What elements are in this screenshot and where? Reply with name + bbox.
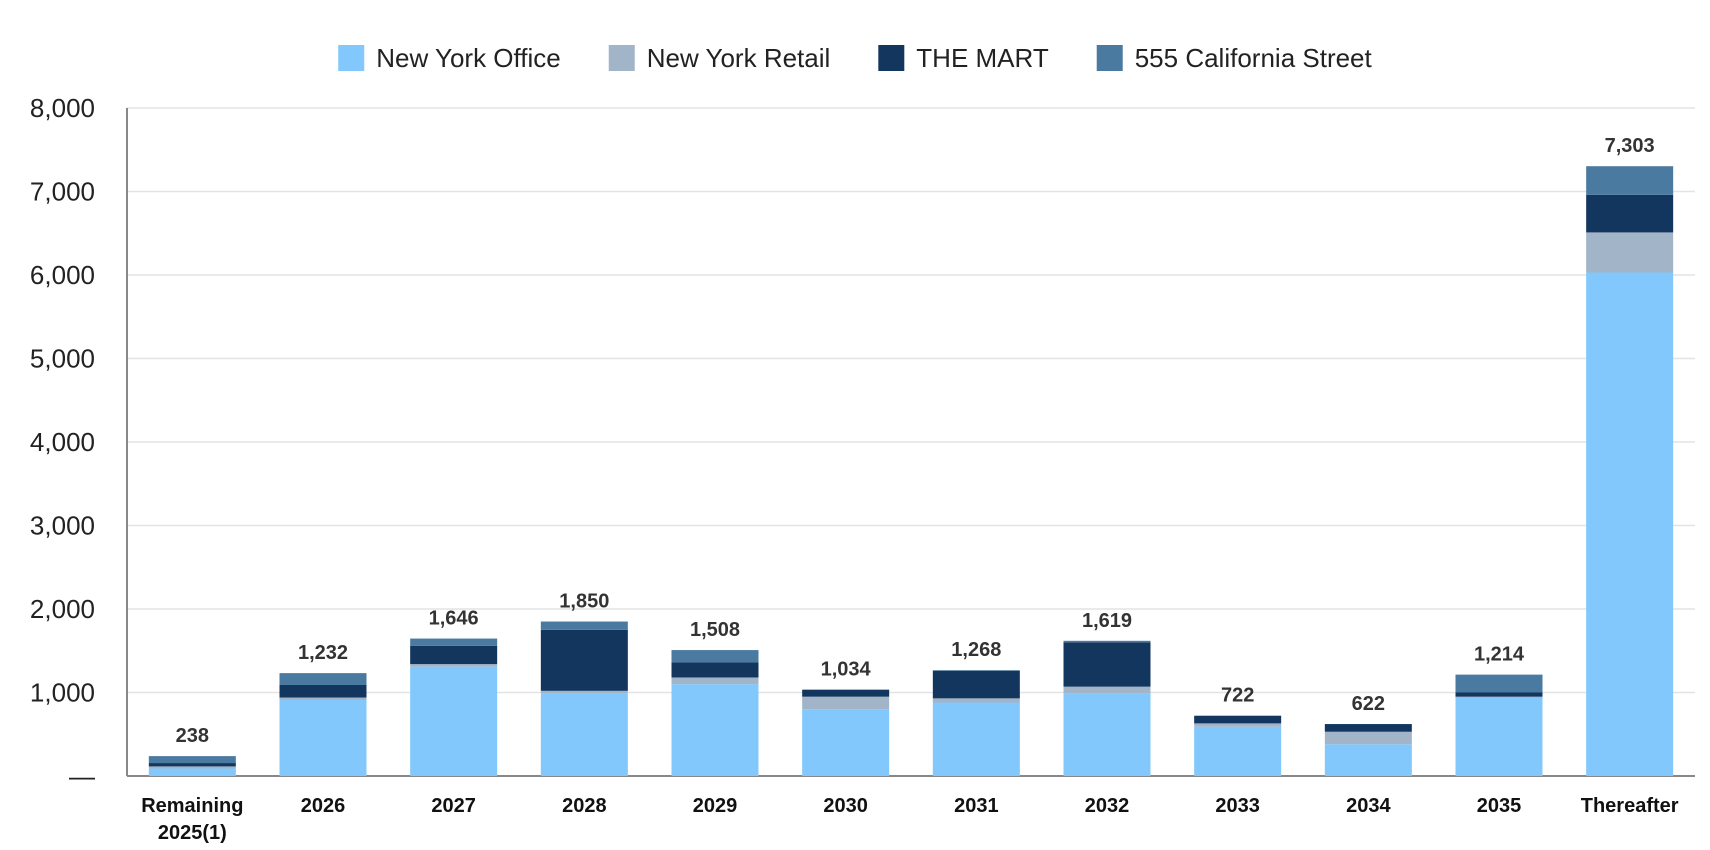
bar-segment: [279, 684, 367, 698]
x-tick-label: 2033: [1215, 795, 1260, 817]
bar-total-label: 1,646: [429, 608, 479, 630]
bar-total-label: 1,214: [1474, 644, 1525, 666]
bar-segment: [148, 766, 236, 769]
bar-segment: [1063, 640, 1151, 643]
x-tick-label: Remaining: [141, 795, 243, 817]
y-tick-label: 5,000: [30, 344, 95, 374]
bar-segment: [279, 700, 367, 776]
bar-segment: [671, 684, 759, 776]
bar-segment: [1586, 194, 1674, 233]
x-tick-label: 2029: [693, 795, 738, 817]
bar-segment: [1194, 723, 1282, 727]
y-tick-label: 3,000: [30, 511, 95, 541]
bar-segment: [932, 702, 1020, 776]
bar-segment: [932, 698, 1020, 703]
y-tick-label: 7,000: [30, 177, 95, 207]
bar-segment: [802, 696, 890, 710]
bar-segment: [1324, 744, 1412, 776]
x-tick-label: 2027: [431, 795, 476, 817]
y-tick-label: 2,000: [30, 594, 95, 624]
bar-segment: [279, 673, 367, 685]
y-tick-label: 6,000: [30, 260, 95, 290]
bar-segment: [1063, 686, 1151, 694]
bar-segment: [540, 693, 628, 776]
x-tick-label: 2028: [562, 795, 607, 817]
y-tick-label: —: [69, 761, 95, 791]
bar-segment: [932, 670, 1020, 699]
bar-segment: [410, 638, 498, 646]
x-tick-label: 2032: [1085, 795, 1130, 817]
x-tick-label: 2031: [954, 795, 999, 817]
axes: — 1,000 2,000 3,000 4,000 5,000 6,000 7,000 8,00…: [30, 93, 1695, 844]
y-tick-label: 8,000: [30, 93, 95, 123]
bars: [148, 166, 1674, 776]
legend-label: New York Office: [376, 43, 561, 73]
legend-label: New York Retail: [647, 43, 831, 73]
bar-total-label: 622: [1352, 693, 1385, 715]
bar-segment: [148, 768, 236, 776]
legend-swatch: [1096, 45, 1123, 71]
bar-segment: [279, 697, 367, 701]
bar-total-label: 1,619: [1082, 610, 1132, 632]
bar-segment: [1455, 692, 1543, 697]
bar-segment: [671, 662, 759, 678]
legend-label: THE MART: [916, 43, 1049, 73]
bar-total-label: 1,268: [951, 639, 1001, 661]
bar-total-label: 238: [176, 725, 209, 747]
bar-total-label: 1,034: [821, 659, 872, 681]
bar-segment: [1194, 726, 1282, 776]
y-tick-label: 4,000: [30, 427, 95, 457]
x-tick-label: 2034: [1346, 795, 1391, 817]
bar-segment: [148, 756, 236, 764]
legend-swatch: [878, 45, 905, 71]
bar-segment: [1586, 232, 1674, 273]
bar-segment: [1455, 696, 1543, 698]
x-tick-label: 2025(1): [158, 822, 227, 844]
bar-segment: [540, 690, 628, 694]
bar-segment: [802, 709, 890, 776]
bar-segment: [671, 677, 759, 685]
bar-segment: [1586, 166, 1674, 195]
bar-total-label: 7,303: [1605, 135, 1655, 157]
bar-segment: [1324, 731, 1412, 745]
data-labels: 238 1,232 1,646 1,850 1,508 1,034 1,268 1,619 72…: [176, 135, 1655, 747]
bar-segment: [540, 629, 628, 691]
y-tick-label: 1,000: [30, 678, 95, 708]
x-tick-label: Thereafter: [1581, 795, 1679, 817]
legend-label: 555 California Street: [1135, 43, 1373, 73]
bar-total-label: 1,850: [559, 591, 609, 613]
bar-segment: [410, 645, 498, 665]
x-tick-label: 2035: [1477, 795, 1522, 817]
bar-segment: [1455, 697, 1543, 776]
bar-segment: [1194, 715, 1282, 724]
bar-segment: [540, 621, 628, 630]
bar-segment: [671, 650, 759, 663]
bar-segment: [1324, 724, 1412, 732]
bar-total-label: 1,232: [298, 642, 348, 664]
x-tick-label: 2026: [301, 795, 346, 817]
bar-segment: [1063, 693, 1151, 776]
bar-segment: [802, 689, 890, 697]
bar-segment: [148, 763, 236, 767]
bar-segment: [1063, 642, 1151, 687]
bar-total-label: 1,508: [690, 619, 740, 641]
bar-segment: [410, 664, 498, 667]
bar-segment: [1455, 674, 1543, 693]
bar-segment: [932, 670, 1020, 671]
bar-segment: [1586, 272, 1674, 776]
legend-swatch: [338, 45, 365, 71]
bar-total-label: 722: [1221, 685, 1254, 707]
bar-segment: [410, 666, 498, 776]
legend-swatch: [608, 45, 635, 71]
legend: New York Office New York Retail THE MART 55…: [338, 43, 1373, 73]
x-tick-label: 2030: [823, 795, 868, 817]
gridlines: [127, 107, 1695, 694]
